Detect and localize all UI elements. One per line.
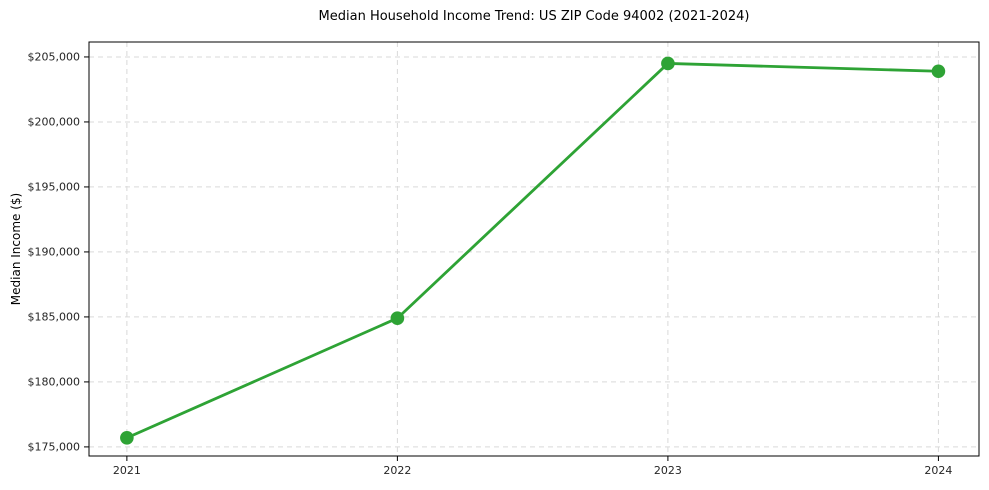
data-point (390, 311, 405, 326)
tick-labels: $175,000 $180,000 $185,000 $190,000 $195,000… (28, 51, 953, 477)
plot-border (88, 41, 980, 457)
chart-title: Median Household Income Trend: US ZIP Co… (318, 9, 750, 24)
y-tick-label: $175,000 (28, 441, 81, 454)
x-tick-label: 2022 (383, 464, 411, 477)
data-points (120, 56, 946, 445)
data-point (120, 431, 134, 445)
data-point (661, 56, 675, 71)
y-tick-label: $180,000 (28, 376, 81, 389)
y-tick-label: $195,000 (28, 181, 81, 194)
y-tick-label: $185,000 (28, 311, 81, 324)
y-tick-label: $190,000 (28, 246, 81, 259)
grid-lines (89, 42, 979, 456)
axis-ticks (84, 56, 939, 461)
x-tick-label: 2021 (113, 464, 141, 477)
x-tick-label: 2023 (654, 464, 682, 477)
data-line (125, 62, 940, 440)
y-tick-label: $205,000 (28, 51, 81, 64)
data-point (931, 64, 946, 79)
y-tick-label: $200,000 (28, 116, 81, 129)
x-tick-label: 2024 (924, 464, 952, 477)
